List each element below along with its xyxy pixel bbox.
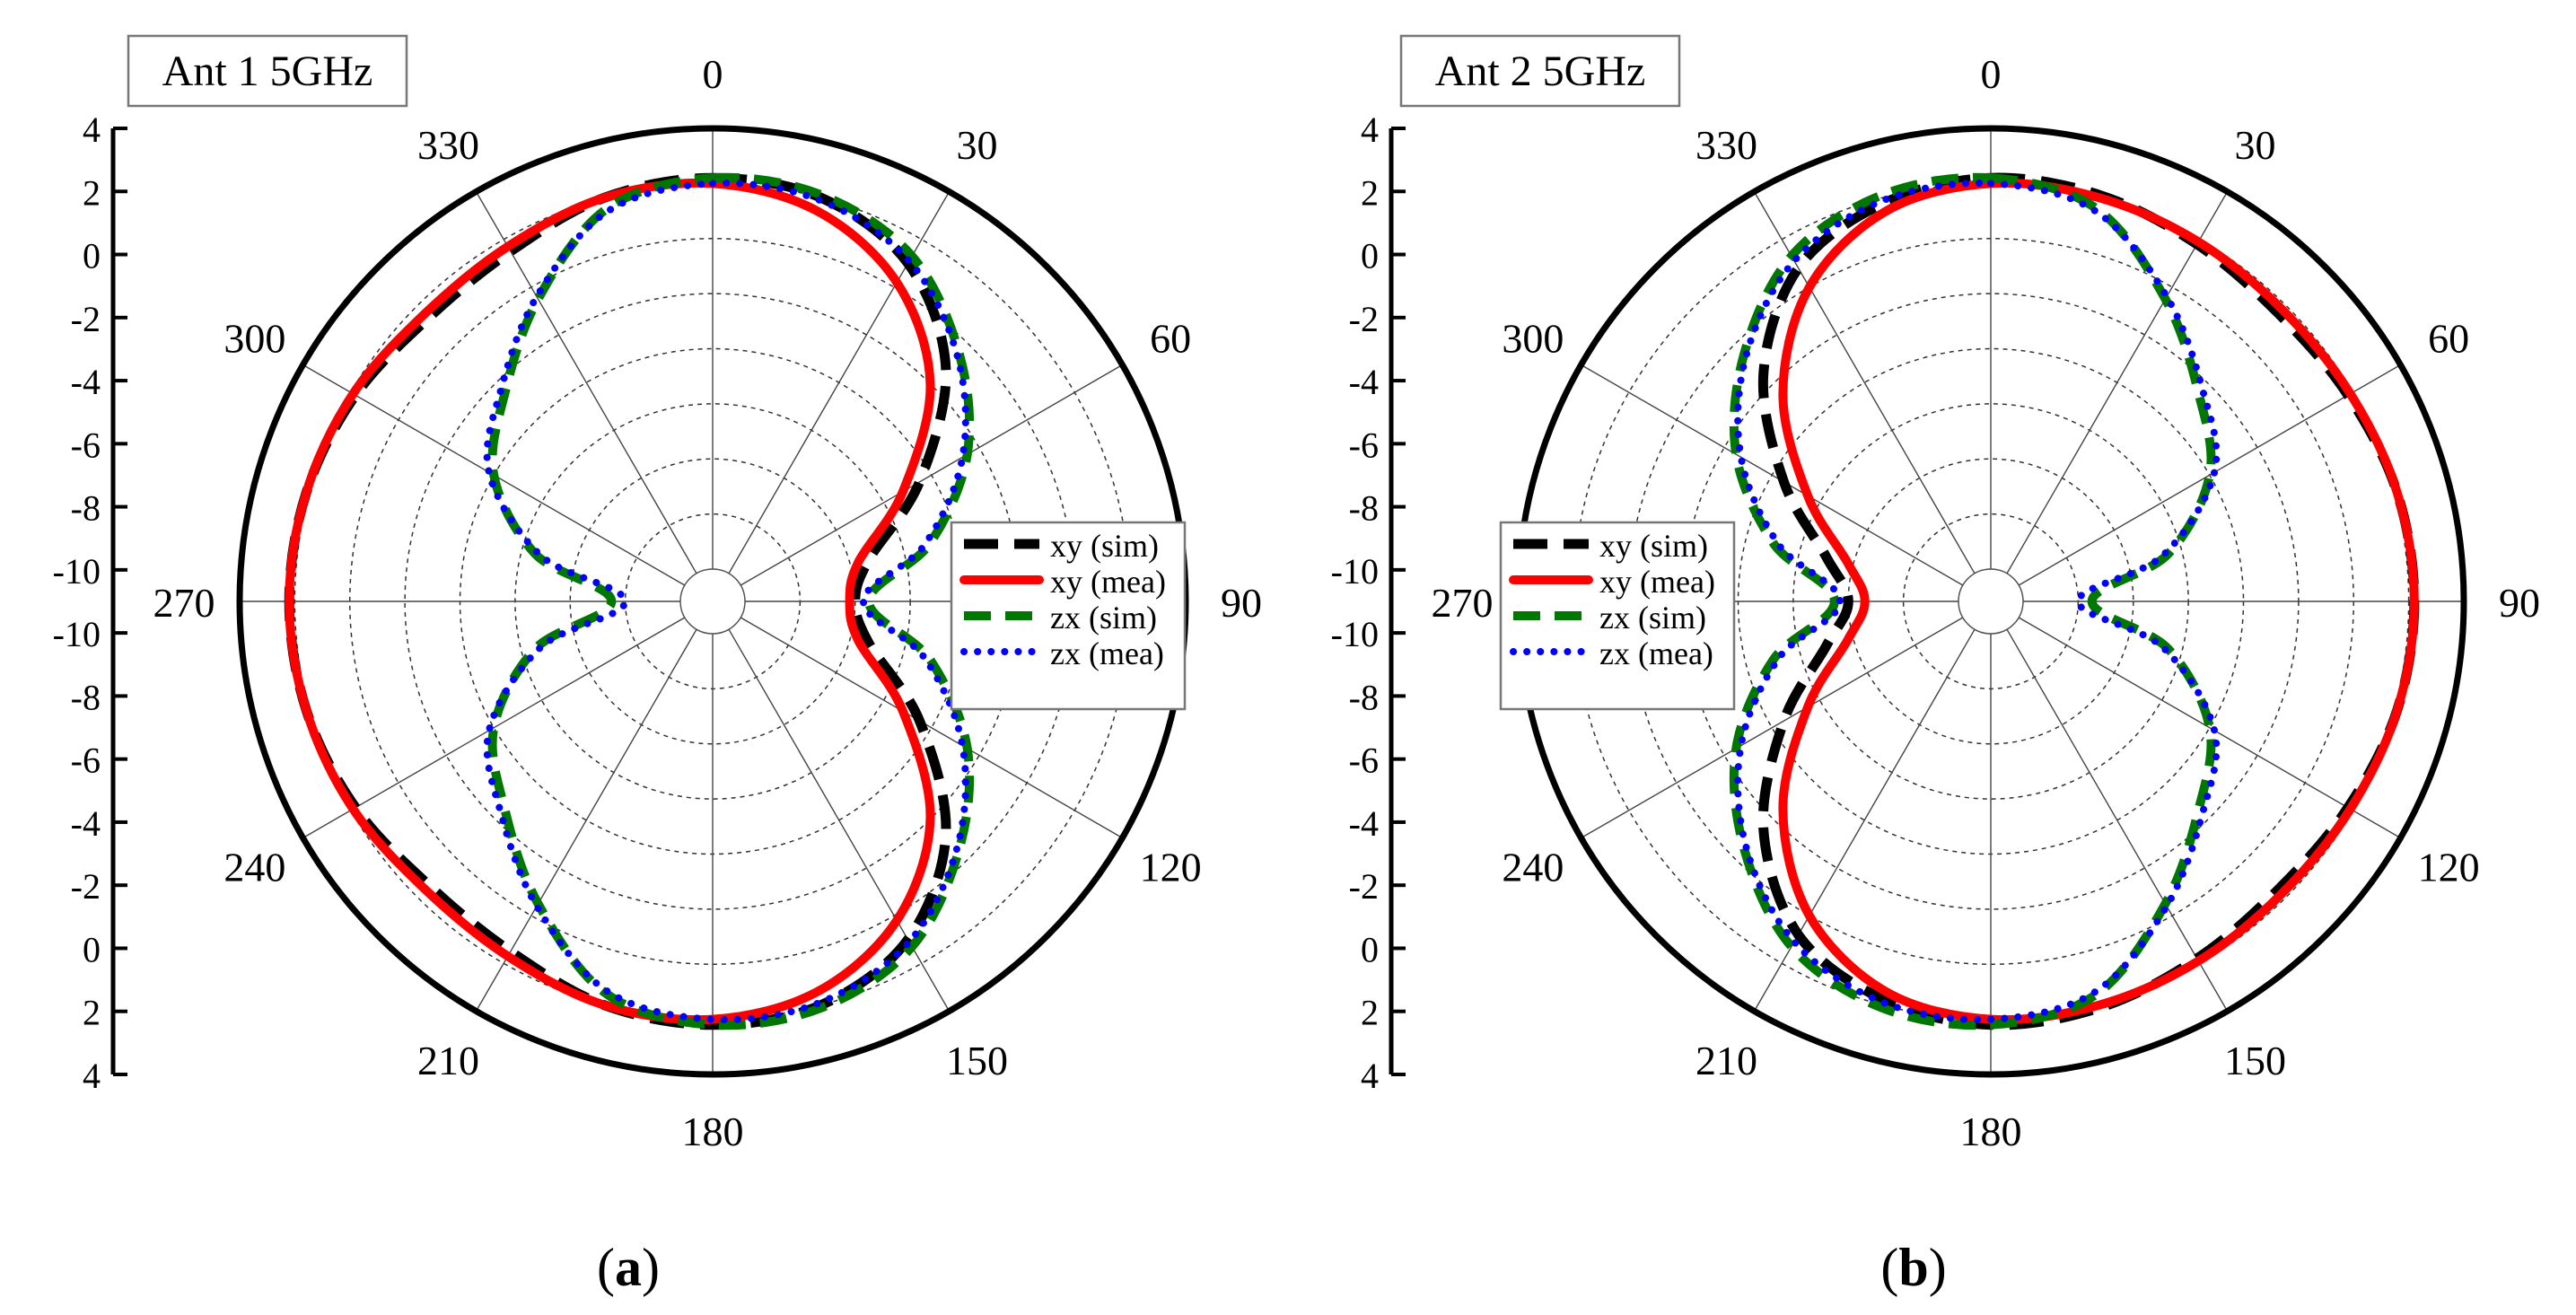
caption-b: (b) [1880, 1238, 1946, 1297]
center-circle [679, 568, 746, 635]
radial-tick-label: 4 [83, 1056, 101, 1096]
radial-tick-label: -2 [71, 866, 101, 907]
radial-tick-label: -4 [1349, 803, 1379, 844]
angle-label: 0 [1981, 51, 2002, 97]
angle-label: 180 [1960, 1109, 2022, 1154]
legend-label: xy (mea) [1050, 564, 1166, 600]
radial-tick-label: -6 [1349, 741, 1379, 781]
radial-tick-label: 0 [1361, 929, 1379, 969]
legend-label: zx (sim) [1599, 600, 1706, 636]
spoke-line [2018, 364, 2401, 586]
radial-tick-label: -10 [53, 614, 101, 654]
angle-label: 330 [1695, 122, 1757, 168]
chart-title-box [127, 34, 408, 108]
legend-box [1499, 521, 1736, 711]
angle-label: 150 [946, 1038, 1008, 1083]
radial-tick-label: -6 [1349, 425, 1379, 465]
caption-a: (a) [597, 1238, 660, 1297]
spoke-line [2006, 191, 2229, 574]
spoke-line [475, 628, 697, 1012]
legend-label: zx (sim) [1050, 600, 1157, 636]
radial-tick-label: 0 [83, 929, 101, 969]
center-circle [1958, 568, 2024, 635]
radial-tick-label: -4 [1349, 362, 1379, 402]
radial-tick-label: -4 [71, 362, 101, 402]
radial-tick-label: 0 [1361, 236, 1379, 276]
radial-tick-label: 4 [83, 110, 101, 150]
angle-label: 330 [417, 122, 479, 168]
angle-label: 90 [1221, 580, 1262, 626]
series-line-xy-mea [1778, 178, 2419, 1025]
angle-label: 120 [2418, 845, 2480, 890]
angle-label: 300 [223, 316, 285, 362]
radial-tick-label: 4 [1361, 1056, 1379, 1096]
spoke-line [1581, 364, 1964, 586]
angle-label: 300 [1502, 316, 1564, 362]
radial-tick-label: -8 [71, 488, 101, 529]
series-line-zx-sim [1729, 172, 2216, 1030]
radial-tick-label: 2 [83, 993, 101, 1033]
spoke-line [728, 191, 951, 574]
spoke-line [1753, 628, 1976, 1012]
series-line-zx-mea [1734, 180, 2221, 1023]
spoke-line [475, 191, 697, 574]
radial-tick-label: -10 [1331, 614, 1379, 654]
spoke-line [302, 617, 686, 839]
angle-label: 270 [153, 580, 215, 626]
angle-label: 120 [1140, 845, 1202, 890]
spoke-line [1581, 617, 1964, 839]
radial-tick-label: 2 [1361, 993, 1379, 1033]
radial-tick-label: -8 [1349, 677, 1379, 717]
radial-tick-label: 4 [1361, 110, 1379, 150]
radial-tick-label: -10 [53, 551, 101, 592]
radial-tick-label: -2 [1349, 299, 1379, 339]
spoke-line [740, 364, 1123, 586]
angle-label: 180 [682, 1109, 744, 1154]
angle-label: 30 [957, 122, 998, 168]
legend-label: xy (sim) [1599, 528, 1708, 564]
radial-tick-label: 0 [83, 236, 101, 276]
radial-tick-label: -2 [1349, 866, 1379, 907]
spoke-line [728, 628, 951, 1012]
radial-tick-label: -6 [71, 741, 101, 781]
angle-label: 210 [417, 1038, 479, 1083]
angle-label: 240 [1502, 845, 1564, 890]
angle-label: 0 [703, 51, 723, 97]
angle-label: 270 [1432, 580, 1494, 626]
radial-tick-label: -6 [71, 425, 101, 465]
chart-title: Ant 2 5GHz [1435, 48, 1646, 95]
angle-label: 30 [2235, 122, 2276, 168]
radial-tick-label: -8 [71, 677, 101, 717]
chart-title-box [1399, 34, 1681, 108]
radial-tick-label: 2 [83, 172, 101, 213]
angle-label: 60 [2428, 316, 2469, 362]
polar-chart-a: 0306090120150180210240270300330420-2-4-6… [53, 34, 1262, 1154]
series-line-zx-sim [487, 172, 975, 1030]
polar-chart-b: 0306090120150180210240270300330420-2-4-6… [1331, 34, 2540, 1154]
radial-tick-label: -4 [71, 803, 101, 844]
legend-label: zx (mea) [1050, 636, 1164, 671]
radial-tick-label: -2 [71, 299, 101, 339]
angle-label: 90 [2499, 580, 2540, 626]
radial-tick-label: 2 [1361, 172, 1379, 213]
series-line-zx-mea [483, 180, 969, 1023]
angle-label: 60 [1150, 316, 1191, 362]
legend-label: xy (mea) [1599, 564, 1715, 600]
angle-label: 210 [1695, 1038, 1757, 1083]
spoke-line [2018, 617, 2401, 839]
legend-label: xy (sim) [1050, 528, 1159, 564]
radial-tick-label: -8 [1349, 488, 1379, 529]
chart-title: Ant 1 5GHz [162, 48, 373, 95]
angle-label: 240 [223, 845, 285, 890]
radial-tick-label: -10 [1331, 551, 1379, 592]
spoke-line [740, 617, 1123, 839]
angle-label: 150 [2224, 1038, 2286, 1083]
spoke-line [2006, 628, 2229, 1012]
legend-label: zx (mea) [1599, 636, 1713, 671]
